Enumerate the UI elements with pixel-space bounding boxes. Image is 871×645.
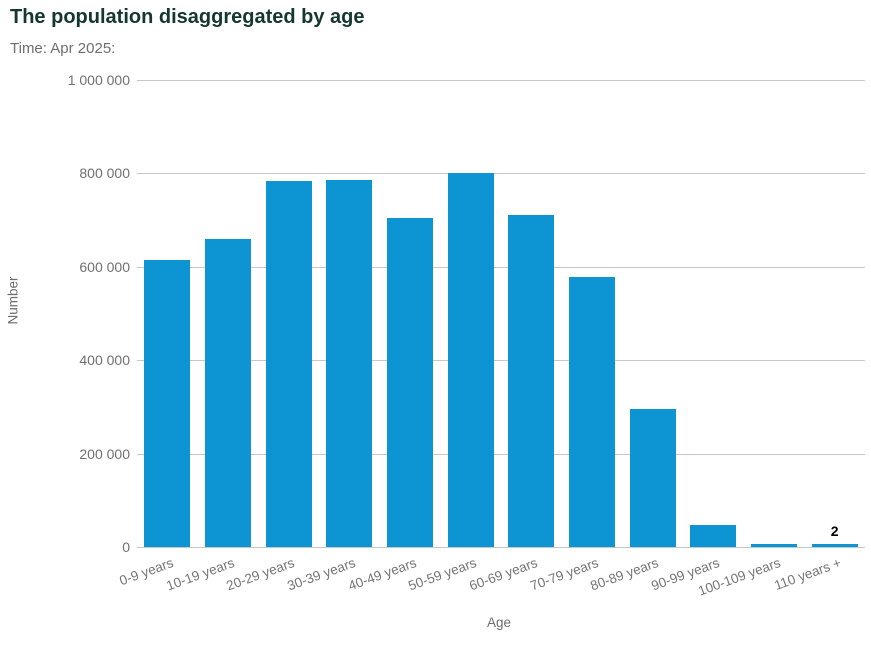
chart-title: The population disaggregated by age: [10, 6, 365, 28]
bar-30-39-years[interactable]: [326, 179, 373, 547]
bar-110-years[interactable]: [811, 544, 858, 547]
y-tick-label: 200 000: [79, 445, 130, 462]
gridline: [137, 266, 865, 268]
x-tick-label: 10-19 years: [164, 555, 237, 594]
y-tick-label: 0: [122, 539, 130, 555]
y-tick-label: 1 000 000: [67, 72, 130, 88]
x-axis-line: [137, 547, 865, 548]
x-tick-label: 60-69 years: [467, 555, 540, 594]
y-axis-title: Number: [5, 276, 21, 325]
x-tick-label: 40-49 years: [346, 555, 419, 594]
gridline: [137, 173, 865, 175]
bar-90-99-years[interactable]: [690, 524, 737, 547]
y-tick-label: 400 000: [79, 352, 130, 369]
bar-20-29-years[interactable]: [265, 181, 312, 547]
gridline: [137, 360, 865, 362]
chart-subtitle: Time: Apr 2025:: [10, 40, 116, 57]
bar-80-89-years[interactable]: [629, 409, 676, 547]
bar-70-79-years[interactable]: [569, 277, 615, 547]
bar-40-49-years[interactable]: [387, 218, 433, 547]
x-tick-label: 70-79 years: [528, 555, 601, 594]
bar-50-59-years[interactable]: [447, 173, 494, 547]
x-tick-label: 30-39 years: [285, 555, 358, 594]
bar-100-109-years[interactable]: [751, 544, 797, 547]
bar-10-19-years[interactable]: [205, 238, 251, 547]
bar-value-label: 2: [830, 523, 839, 539]
x-tick-label: 110 years +: [771, 555, 843, 594]
x-tick-label: 80-89 years: [588, 555, 661, 594]
x-axis-title: Age: [487, 615, 512, 630]
gridline: [137, 80, 865, 81]
bar-60-69-years[interactable]: [508, 215, 555, 547]
bar-0-9-years[interactable]: [144, 259, 191, 547]
y-tick-label: 600 000: [79, 258, 130, 275]
y-tick-label: 800 000: [79, 165, 130, 182]
gridline: [137, 453, 865, 455]
x-tick-label: 50-59 years: [406, 555, 479, 594]
x-tick-label: 20-29 years: [224, 555, 297, 594]
